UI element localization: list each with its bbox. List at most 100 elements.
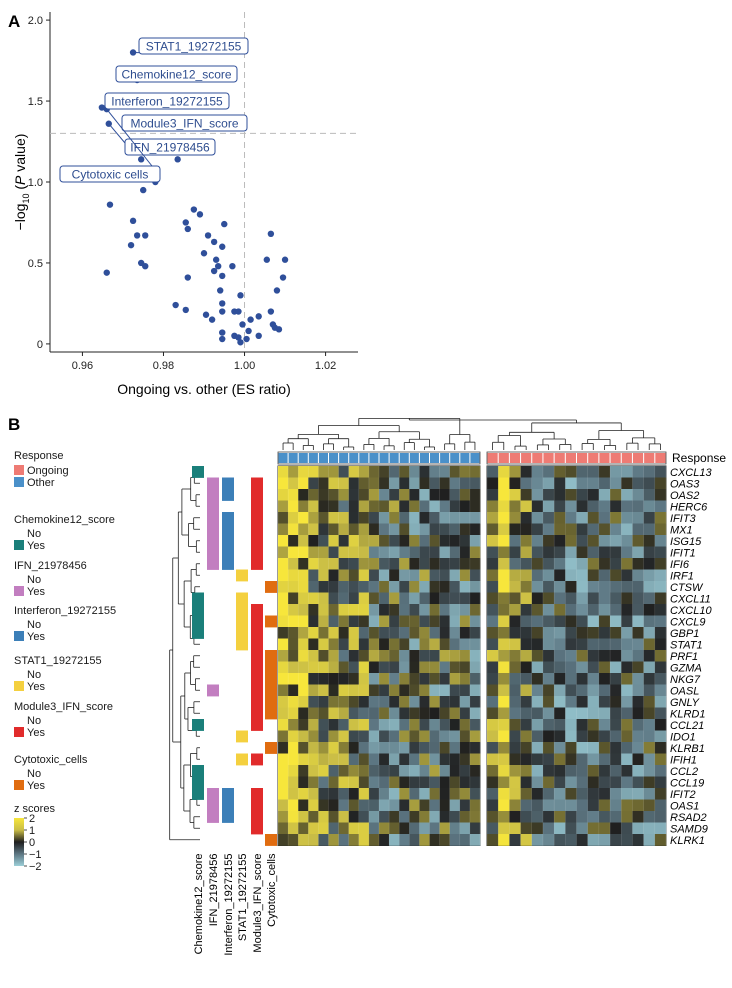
heatmap-cell: [487, 512, 499, 524]
heatmap-cell: [409, 776, 420, 789]
heatmap-cell: [654, 765, 667, 777]
heatmap-cell: [348, 581, 360, 593]
heatmap-cell: [389, 776, 400, 789]
ylabel-subscript: 10: [21, 194, 31, 204]
scatter-point: [235, 308, 242, 315]
response-cell-other: [349, 453, 359, 463]
heatmap-cell: [278, 523, 289, 536]
gene-label: CCL2: [670, 766, 698, 778]
scatter-point: [221, 220, 228, 228]
heatmap-cell: [399, 546, 410, 559]
heatmap-cell: [368, 799, 380, 812]
annotation-cell: [251, 477, 263, 490]
heatmap-cell: [576, 730, 588, 743]
heatmap-cell: [288, 512, 299, 524]
heatmap-cell: [389, 477, 400, 490]
annotation-cell: [207, 811, 219, 823]
heatmap-cell: [610, 638, 622, 651]
heatmap-cell: [348, 742, 360, 754]
heatmap-cell: [328, 558, 339, 570]
heatmap-cell: [632, 834, 644, 846]
heatmap-cell: [643, 719, 656, 731]
heatmap-cell: [308, 604, 319, 616]
heatmap-cell: [439, 500, 450, 513]
heatmap-cell: [278, 730, 289, 743]
heatmap-cell: [399, 834, 410, 846]
heatmap-cell: [621, 788, 633, 800]
heatmap-cell: [399, 558, 410, 570]
heatmap: Response CXCL13OAS3OAS2HERC6IFIT3MX1ISG1…: [14, 418, 726, 956]
heatmap-cell: [498, 558, 510, 570]
heatmap-cell: [308, 638, 319, 651]
heatmap-cell: [389, 581, 400, 593]
heatmap-cell: [399, 581, 410, 593]
heatmap-cell: [469, 788, 481, 800]
heatmap-cell: [278, 500, 289, 513]
heatmap-cell: [643, 811, 656, 823]
heatmap-cell: [598, 489, 611, 501]
heatmap-cell: [598, 811, 611, 823]
heatmap-cell: [419, 684, 430, 697]
heatmap-cell: [288, 730, 299, 743]
heatmap-cell: [449, 477, 461, 490]
heatmap-cell: [358, 650, 370, 662]
heatmap-cell: [328, 719, 339, 731]
heatmap-cell: [338, 673, 349, 685]
gene-label: KLRD1: [670, 708, 705, 720]
heatmap-cell: [587, 799, 600, 812]
gene-label: CXCL13: [670, 467, 712, 479]
heatmap-cell: [469, 673, 481, 685]
gene-label: IFIH1: [670, 754, 697, 766]
heatmap-cell: [298, 788, 309, 800]
heatmap-cell: [419, 730, 430, 743]
heatmap-cell: [498, 822, 510, 835]
heatmap-cell: [308, 661, 319, 674]
heatmap-cell: [487, 765, 499, 777]
heatmap-cell: [542, 719, 555, 731]
ylabel-open-paren: (: [12, 185, 28, 194]
heatmap-cell: [542, 638, 555, 651]
heatmap-cell: [449, 822, 461, 835]
callout-label: IFN_21978456: [130, 141, 210, 155]
heatmap-cell: [576, 834, 588, 846]
annotation-cell: [251, 707, 263, 720]
heatmap-cell: [379, 799, 390, 812]
heatmap-cell: [487, 627, 499, 639]
response-cell-ongoing: [532, 453, 543, 463]
heatmap-cell: [598, 512, 611, 524]
callout-label: Chemokine12_score: [121, 68, 231, 82]
heatmap-cell: [565, 489, 577, 501]
heatmap-cell: [509, 673, 521, 685]
heatmap-cell: [358, 523, 370, 536]
heatmap-cell: [439, 558, 450, 570]
annotation-cell: [236, 592, 248, 605]
gene-label: HERC6: [670, 501, 708, 513]
heatmap-cell: [632, 523, 644, 536]
heatmap-cell: [439, 523, 450, 536]
heatmap-cell: [278, 811, 289, 823]
scatter-point: [267, 308, 275, 315]
heatmap-cell: [531, 776, 544, 789]
heatmap-cell: [632, 684, 644, 697]
heatmap-cell: [318, 477, 329, 490]
heatmap-cell: [610, 489, 622, 501]
heatmap-cell: [487, 776, 499, 789]
heatmap-cell: [554, 742, 566, 754]
heatmap-cell: [409, 811, 420, 823]
heatmap-cell: [632, 592, 644, 605]
heatmap-cell: [542, 569, 555, 582]
legend-swatch: [14, 465, 24, 475]
response-cell-other: [298, 453, 308, 463]
annotation-cell: [207, 546, 219, 559]
heatmap-cell: [531, 558, 544, 570]
scatter-point: [142, 232, 149, 239]
heatmap-cell: [643, 661, 656, 674]
callout-leader: [108, 123, 126, 144]
heatmap-cell: [368, 638, 380, 651]
annotation-cell: [265, 661, 277, 674]
heatmap-cell: [338, 604, 349, 616]
heatmap-cell: [654, 650, 667, 662]
heatmap-cell: [288, 535, 299, 547]
heatmap-cell: [554, 615, 566, 628]
